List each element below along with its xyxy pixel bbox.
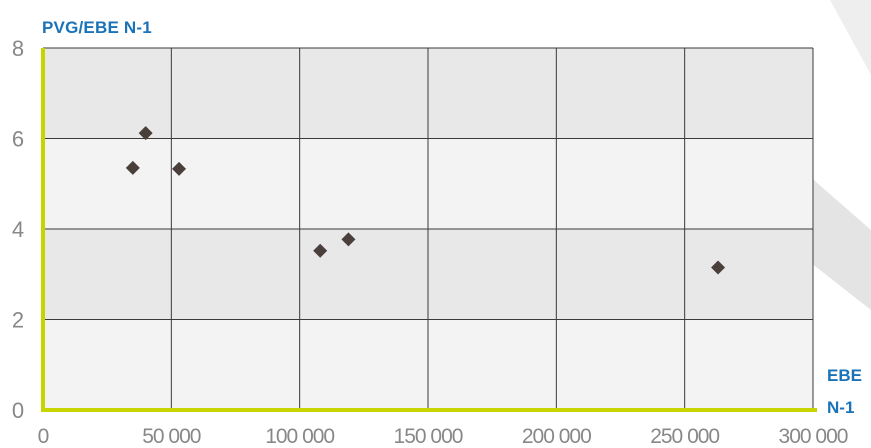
y-tick-label: 4 [12,217,24,242]
x-tick-label: 300 000 [779,425,848,448]
data-point [711,260,726,275]
y-tick-label: 2 [12,308,24,333]
y-tick-labels: 0 2 4 6 8 [12,36,24,423]
x-tick-label: 150 000 [394,425,463,448]
x-tick-label: 50 000 [142,425,201,448]
x-axis-title: EBE N-1 [827,366,862,417]
y-tick-label: 0 [12,398,24,423]
x-tick-label: 100 000 [265,425,334,448]
data-point [125,160,140,175]
axes [41,48,817,412]
y-tick-label: 8 [12,36,24,61]
data-point [172,161,187,176]
x-tick-labels: 0 50 000 100 000 150 000 200 000 250 000 300 0… [38,425,849,448]
grid-lines [43,47,814,410]
x-tick-label: 250 000 [650,425,719,448]
x-tick-label: 200 000 [522,425,591,448]
y-axis-title: PVG/EBE N-1 [42,18,152,37]
y-tick-label: 6 [12,127,24,152]
x-tick-label: 0 [38,425,49,448]
decor-corner [830,0,871,75]
data-points [125,126,726,275]
data-point [138,126,153,141]
data-point [341,232,356,247]
data-point [313,243,328,258]
